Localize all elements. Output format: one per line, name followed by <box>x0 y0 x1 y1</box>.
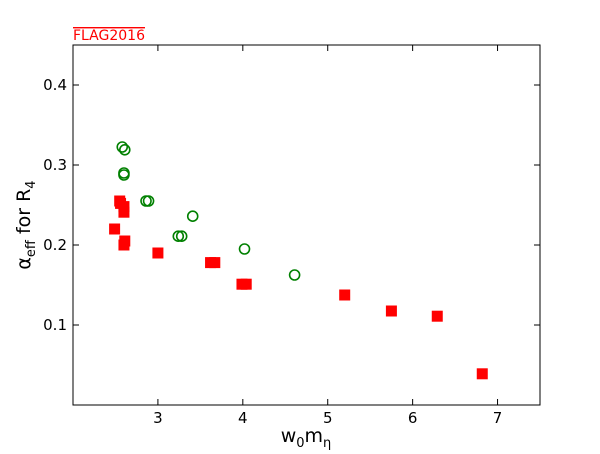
point <box>476 368 488 380</box>
point <box>118 206 130 218</box>
y-axis-label: αeff for R4 <box>13 180 39 269</box>
point <box>118 201 130 213</box>
x-tick-label: 6 <box>408 409 418 427</box>
point <box>385 305 397 317</box>
point <box>152 247 164 259</box>
point <box>186 210 199 222</box>
point <box>288 269 301 281</box>
y-tick-label: 0.1 <box>43 316 67 334</box>
y-tick-label: 0.3 <box>43 156 67 174</box>
chart-title: FLAG2016 <box>73 28 145 44</box>
point <box>240 278 252 290</box>
x-tick-label: 3 <box>153 409 163 427</box>
point <box>118 169 130 181</box>
y-tick-label: 0.2 <box>43 236 67 254</box>
x-axis-label: w0mη <box>281 425 332 450</box>
y-tick-label: 0.4 <box>43 76 67 94</box>
x-tick-label: 7 <box>493 409 503 427</box>
y-label-sub: 4 <box>24 180 39 188</box>
x-label-part: m <box>305 425 324 447</box>
point <box>118 144 131 156</box>
y-label-part: for R <box>13 189 35 240</box>
x-label-part: w <box>281 425 297 447</box>
point <box>431 310 443 322</box>
x-label-sub: η <box>323 436 331 450</box>
y-label-sub: eff <box>24 239 39 257</box>
point <box>175 230 188 242</box>
point <box>118 239 130 251</box>
point <box>109 223 121 235</box>
x-tick-label: 5 <box>323 409 333 427</box>
x-label-sub: 0 <box>296 436 304 450</box>
point <box>172 230 185 242</box>
point <box>142 195 155 207</box>
x-tick-label: 4 <box>238 409 248 427</box>
y-label-part: α <box>13 257 35 270</box>
point <box>339 289 351 301</box>
point <box>116 141 129 153</box>
point <box>238 243 251 255</box>
plot-frame <box>72 44 541 406</box>
point <box>209 257 221 269</box>
